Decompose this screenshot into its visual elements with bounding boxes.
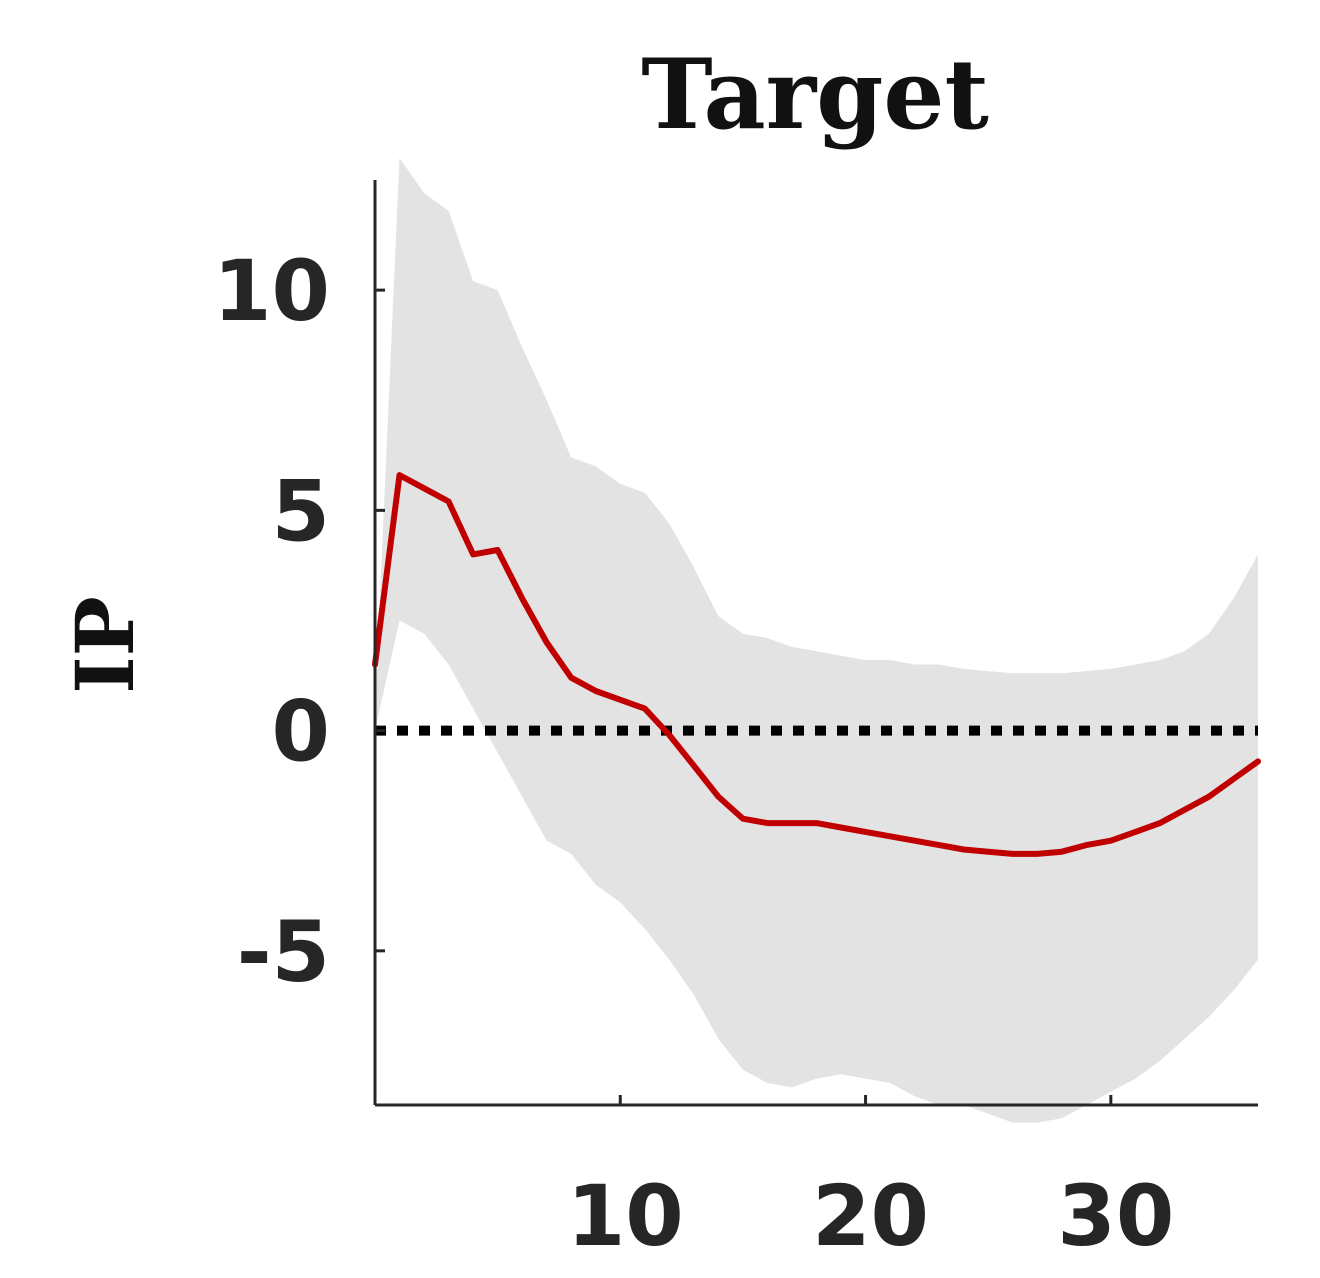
- y-tick-label: -5: [237, 903, 330, 1001]
- y-axis-label: IP: [58, 596, 152, 694]
- x-tick-label: 20: [812, 1167, 929, 1265]
- response-line-layer: [372, 472, 1261, 857]
- x-tick-label: 10: [567, 1167, 684, 1265]
- impulse-response-line: [372, 472, 1261, 857]
- x-tick-label: 30: [1057, 1167, 1174, 1265]
- axes: [373, 180, 1258, 1107]
- chart-title: Target: [641, 38, 989, 151]
- y-tick-label: 10: [213, 242, 330, 340]
- tick-labels: 10 5 0 -5 10 20 30: [213, 242, 1174, 1265]
- confidence-band: [375, 158, 1258, 1123]
- y-tick-label: 5: [272, 462, 330, 560]
- y-tick-label: 0: [272, 683, 330, 781]
- confidence-band-layer: [375, 158, 1258, 1123]
